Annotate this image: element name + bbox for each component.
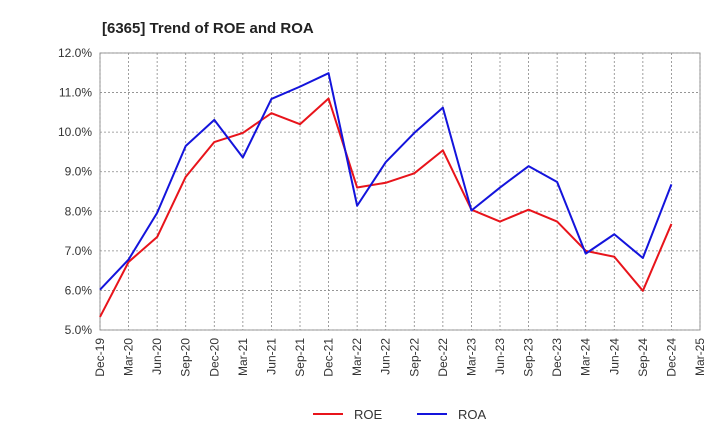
legend-label-roa: ROA xyxy=(458,407,487,422)
plot-area xyxy=(99,52,701,331)
x-tick-label: Dec-19 xyxy=(93,338,107,377)
x-tick-label: Sep-20 xyxy=(179,338,193,377)
x-axis-ticks: Dec-19 Mar-20 Jun-20 Sep-20 Dec-20 Mar-21 Jun-… xyxy=(93,338,707,377)
x-tick-label: Mar-25 xyxy=(693,338,707,376)
plot-frame xyxy=(99,52,701,331)
x-tick-label: Jun-23 xyxy=(493,338,507,375)
y-axis-ticks: 5.0% 6.0% 7.0% 8.0% 9.0% 10.0% 11.0% 12.0% xyxy=(58,46,92,337)
x-tick-label: Dec-22 xyxy=(436,338,450,377)
y-tick-label: 5.0% xyxy=(65,323,93,337)
x-tick-label: Mar-23 xyxy=(464,338,478,376)
legend-label-roe: ROE xyxy=(354,407,383,422)
x-tick-label: Sep-23 xyxy=(522,338,536,377)
x-tick-label: Jun-21 xyxy=(264,338,278,375)
y-tick-label: 8.0% xyxy=(65,204,93,218)
x-tick-label: Sep-22 xyxy=(407,338,421,377)
y-tick-label: 6.0% xyxy=(65,283,93,297)
x-tick-label: Sep-24 xyxy=(636,338,650,377)
chart-title: [6365] Trend of ROE and ROA xyxy=(102,20,314,37)
x-tick-label: Mar-22 xyxy=(350,338,364,376)
series-line-roa xyxy=(99,72,673,291)
y-tick-label: 11.0% xyxy=(59,86,92,100)
y-tick-label: 7.0% xyxy=(65,244,93,258)
series-line-roe xyxy=(99,97,673,318)
y-tick-label: 9.0% xyxy=(65,165,93,179)
x-tick-label: Dec-20 xyxy=(207,338,221,377)
x-tick-label: Jun-20 xyxy=(150,338,164,375)
x-tick-label: Jun-22 xyxy=(379,338,393,375)
x-tick-label: Mar-24 xyxy=(579,338,593,376)
y-tick-label: 10.0% xyxy=(58,125,92,139)
x-tick-label: Sep-21 xyxy=(293,338,307,377)
y-tick-label: 12.0% xyxy=(58,46,92,60)
x-tick-label: Dec-21 xyxy=(322,338,336,377)
x-tick-label: Mar-21 xyxy=(236,338,250,376)
x-tick-label: Mar-20 xyxy=(122,338,136,376)
x-tick-label: Jun-24 xyxy=(607,338,621,375)
legend: ROE ROA xyxy=(313,407,487,422)
x-tick-label: Dec-23 xyxy=(550,338,564,377)
series-lines xyxy=(99,72,673,318)
x-tick-label: Dec-24 xyxy=(664,338,678,377)
